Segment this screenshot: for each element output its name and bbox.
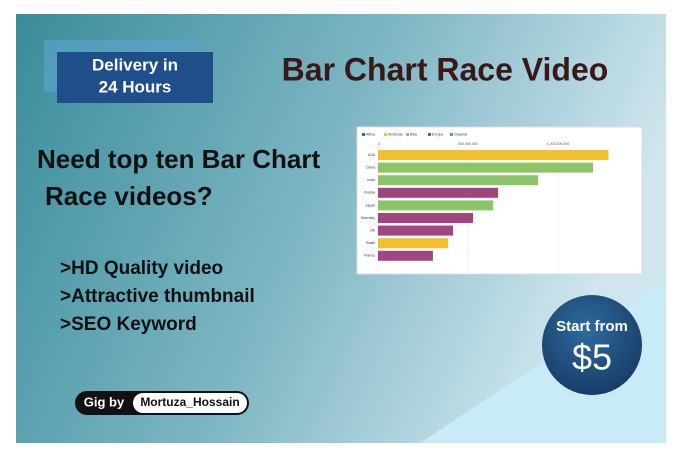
badge-text: Delivery in (92, 55, 178, 74)
category-label: India (367, 178, 375, 182)
bar (378, 213, 474, 223)
legend-label: Americas (388, 133, 403, 137)
category-label: Germany (361, 216, 376, 220)
x-tick-label: 0 (378, 142, 380, 146)
category-label: Russia (364, 191, 375, 195)
bar (378, 225, 454, 236)
badge (57, 52, 213, 103)
credit-name-pill (133, 393, 247, 413)
legend-swatch (450, 133, 453, 136)
category-label: Japan (365, 203, 375, 207)
x-tick-label: 1,000,000,000 (547, 142, 569, 146)
price-label: Start from (556, 318, 628, 335)
bar (378, 250, 433, 261)
category-label: UK (370, 229, 376, 233)
bar (378, 187, 499, 198)
legend-label: Asia (410, 133, 417, 137)
legend-label: Africa (366, 133, 375, 137)
bar (378, 150, 609, 160)
headline: Race videos? (45, 181, 213, 211)
bar (378, 162, 594, 173)
credit-name: Mortuza_Hossain (140, 395, 239, 409)
category-label: China (366, 166, 375, 170)
legend-label: Europe (432, 133, 443, 137)
legend-swatch (384, 133, 387, 136)
legend-swatch (428, 133, 431, 136)
feature: >SEO Keyword (60, 314, 197, 335)
category-label: USA (368, 153, 376, 157)
legend-swatch (362, 133, 365, 136)
bar (378, 175, 539, 186)
price-badge (542, 295, 642, 395)
bar (378, 200, 494, 211)
headline: Need top ten Bar Chart (37, 144, 320, 174)
legend-label: Oceania (454, 133, 467, 137)
credit-label: Gig by (84, 394, 125, 409)
category-label: Brazil (366, 241, 375, 245)
x-tick-label: 500,000,000 (458, 142, 478, 146)
feature: >Attractive thumbnail (60, 286, 255, 307)
legend-swatch (406, 133, 409, 136)
price-amount: $5 (572, 337, 612, 378)
feature: >HD Quality video (60, 258, 223, 279)
bar (378, 238, 449, 249)
badge-text: 24 Hours (99, 77, 172, 96)
title: Bar Chart Race Video (282, 51, 609, 87)
category-label: France (364, 254, 375, 258)
